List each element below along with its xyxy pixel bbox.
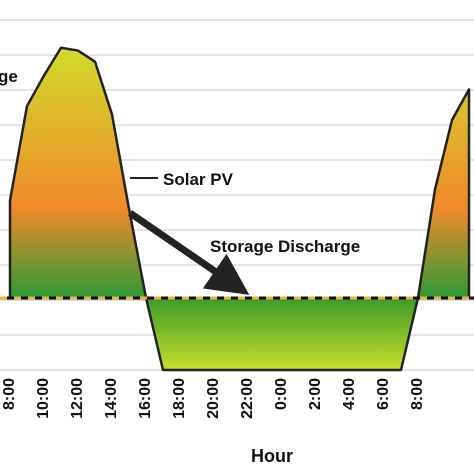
x-tick-label: 4:00 (341, 378, 358, 410)
arrow (128, 210, 250, 295)
x-tick-label: 18:00 (171, 378, 188, 419)
annotation: ge (0, 67, 18, 86)
x-tick-label: 12:00 (69, 378, 86, 419)
x-tick-label: 14:00 (103, 378, 120, 419)
x-tick-label: 2:00 (307, 378, 324, 410)
x-tick-label: 0:00 (273, 378, 290, 410)
x-tick-label: 22:00 (239, 378, 256, 419)
x-tick-label: 8:00 (1, 378, 18, 410)
area (8, 46, 148, 300)
x-tick-label: 10:00 (35, 378, 52, 419)
area (144, 296, 420, 372)
plot-area (8, 46, 471, 372)
annotation: Storage Discharge (210, 237, 360, 256)
x-axis-label: Hour (251, 446, 293, 466)
x-tick-label: 20:00 (205, 378, 222, 419)
x-tick-label: 6:00 (375, 378, 392, 410)
x-tick-label: 16:00 (137, 378, 154, 419)
x-tick-label: 8:00 (409, 378, 426, 410)
annotation: Solar PV (163, 170, 234, 189)
area (416, 88, 471, 300)
